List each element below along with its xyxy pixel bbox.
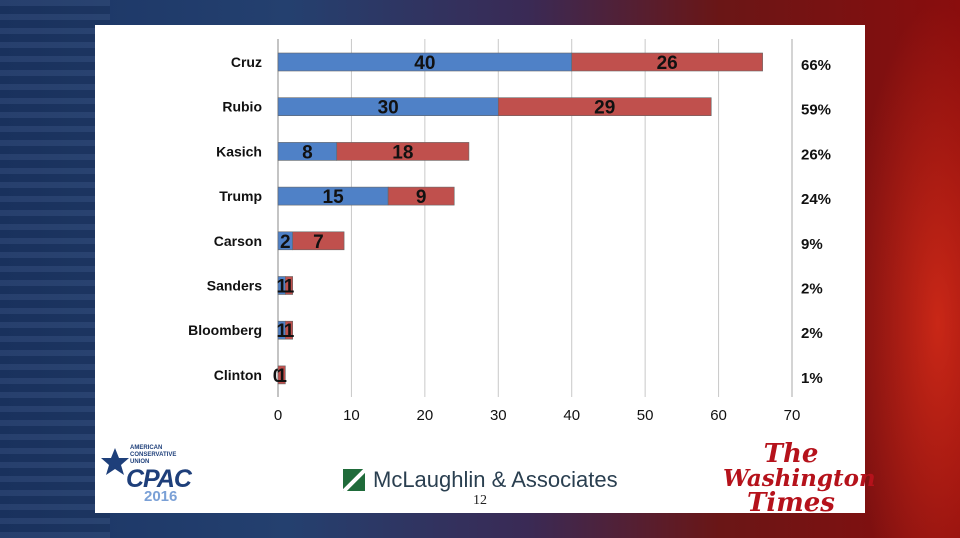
- total-percent-label: 26%: [801, 146, 831, 163]
- data-label: 1: [276, 321, 287, 342]
- bar-segment: [277, 365, 286, 385]
- data-label: 1: [276, 366, 287, 387]
- newspaper-line2: Washington: [723, 465, 876, 492]
- total-percent-label: 66%: [801, 57, 831, 74]
- cpac-org-line1: AMERICAN: [130, 445, 163, 451]
- newspaper-line1: The: [763, 439, 819, 469]
- data-label: 1: [276, 277, 287, 298]
- total-percent-label: 9%: [801, 236, 823, 253]
- pollster-mark-icon: [343, 469, 365, 491]
- data-label: 1: [284, 321, 295, 342]
- total-percent-label: 1%: [801, 370, 823, 387]
- bar-segment: [285, 276, 293, 295]
- data-label: 18: [392, 142, 413, 163]
- data-label: 2: [280, 232, 291, 253]
- category-label: Cruz: [231, 54, 262, 70]
- data-label: 26: [657, 53, 678, 74]
- city-skyline-image: [0, 0, 110, 538]
- category-label: Clinton: [214, 367, 262, 383]
- bar-segment: [292, 231, 345, 251]
- red-glow-image: [850, 0, 960, 538]
- category-label: Carson: [214, 233, 262, 249]
- newspaper-line3: Times: [747, 488, 835, 518]
- bar-segment: [571, 52, 763, 72]
- total-percent-label: 24%: [801, 191, 831, 208]
- pollster-logo: McLaughlin & Associates: [343, 465, 623, 495]
- page-number: 12: [473, 493, 487, 508]
- slide-panel: 0 10 20 30 40 50 60 70 Cruz 40 26 66% Rubio 30 29 59% Ka…: [95, 25, 876, 518]
- bar-segment: [497, 97, 712, 116]
- cpac-name: CPAC: [126, 465, 192, 493]
- total-percent-label: 2%: [801, 281, 823, 298]
- x-tick-label: 0: [274, 407, 282, 424]
- x-tick-label: 40: [563, 407, 580, 424]
- category-label: Kasich: [216, 143, 262, 159]
- category-label: Rubio: [222, 99, 262, 115]
- category-label: Bloomberg: [188, 322, 262, 338]
- washington-times-logo: The Washington Times: [723, 439, 876, 518]
- data-label: 7: [313, 232, 324, 253]
- data-label: 30: [378, 98, 399, 119]
- data-label: 15: [323, 187, 345, 208]
- category-label: Sanders: [207, 278, 262, 294]
- bar-segment: [387, 186, 455, 206]
- data-label: 1: [284, 277, 295, 298]
- total-percent-label: 2%: [801, 325, 823, 342]
- data-label: 29: [594, 98, 615, 119]
- x-tick-label: 70: [784, 407, 801, 424]
- data-label: 40: [414, 53, 435, 74]
- x-tick-label: 20: [417, 407, 434, 424]
- data-label: 9: [416, 187, 427, 208]
- pollster-name: McLaughlin & Associates: [373, 467, 618, 492]
- total-percent-label: 59%: [801, 102, 831, 119]
- cpac-org-line3: UNION: [130, 459, 150, 465]
- cpac-logo: AMERICAN CONSERVATIVE UNION CPAC 2016: [100, 443, 205, 505]
- x-tick-label: 60: [710, 407, 727, 424]
- bar-segment: [336, 142, 470, 161]
- x-tick-label: 30: [490, 407, 507, 424]
- data-label: 8: [302, 142, 313, 163]
- cpac-org-line2: CONSERVATIVE: [130, 452, 177, 458]
- star-icon: [101, 448, 129, 475]
- cpac-year: 2016: [144, 488, 178, 505]
- x-tick-label: 50: [637, 407, 654, 424]
- x-tick-label: 10: [343, 407, 360, 424]
- category-label: Trump: [219, 188, 262, 204]
- bar-segment: [285, 320, 293, 340]
